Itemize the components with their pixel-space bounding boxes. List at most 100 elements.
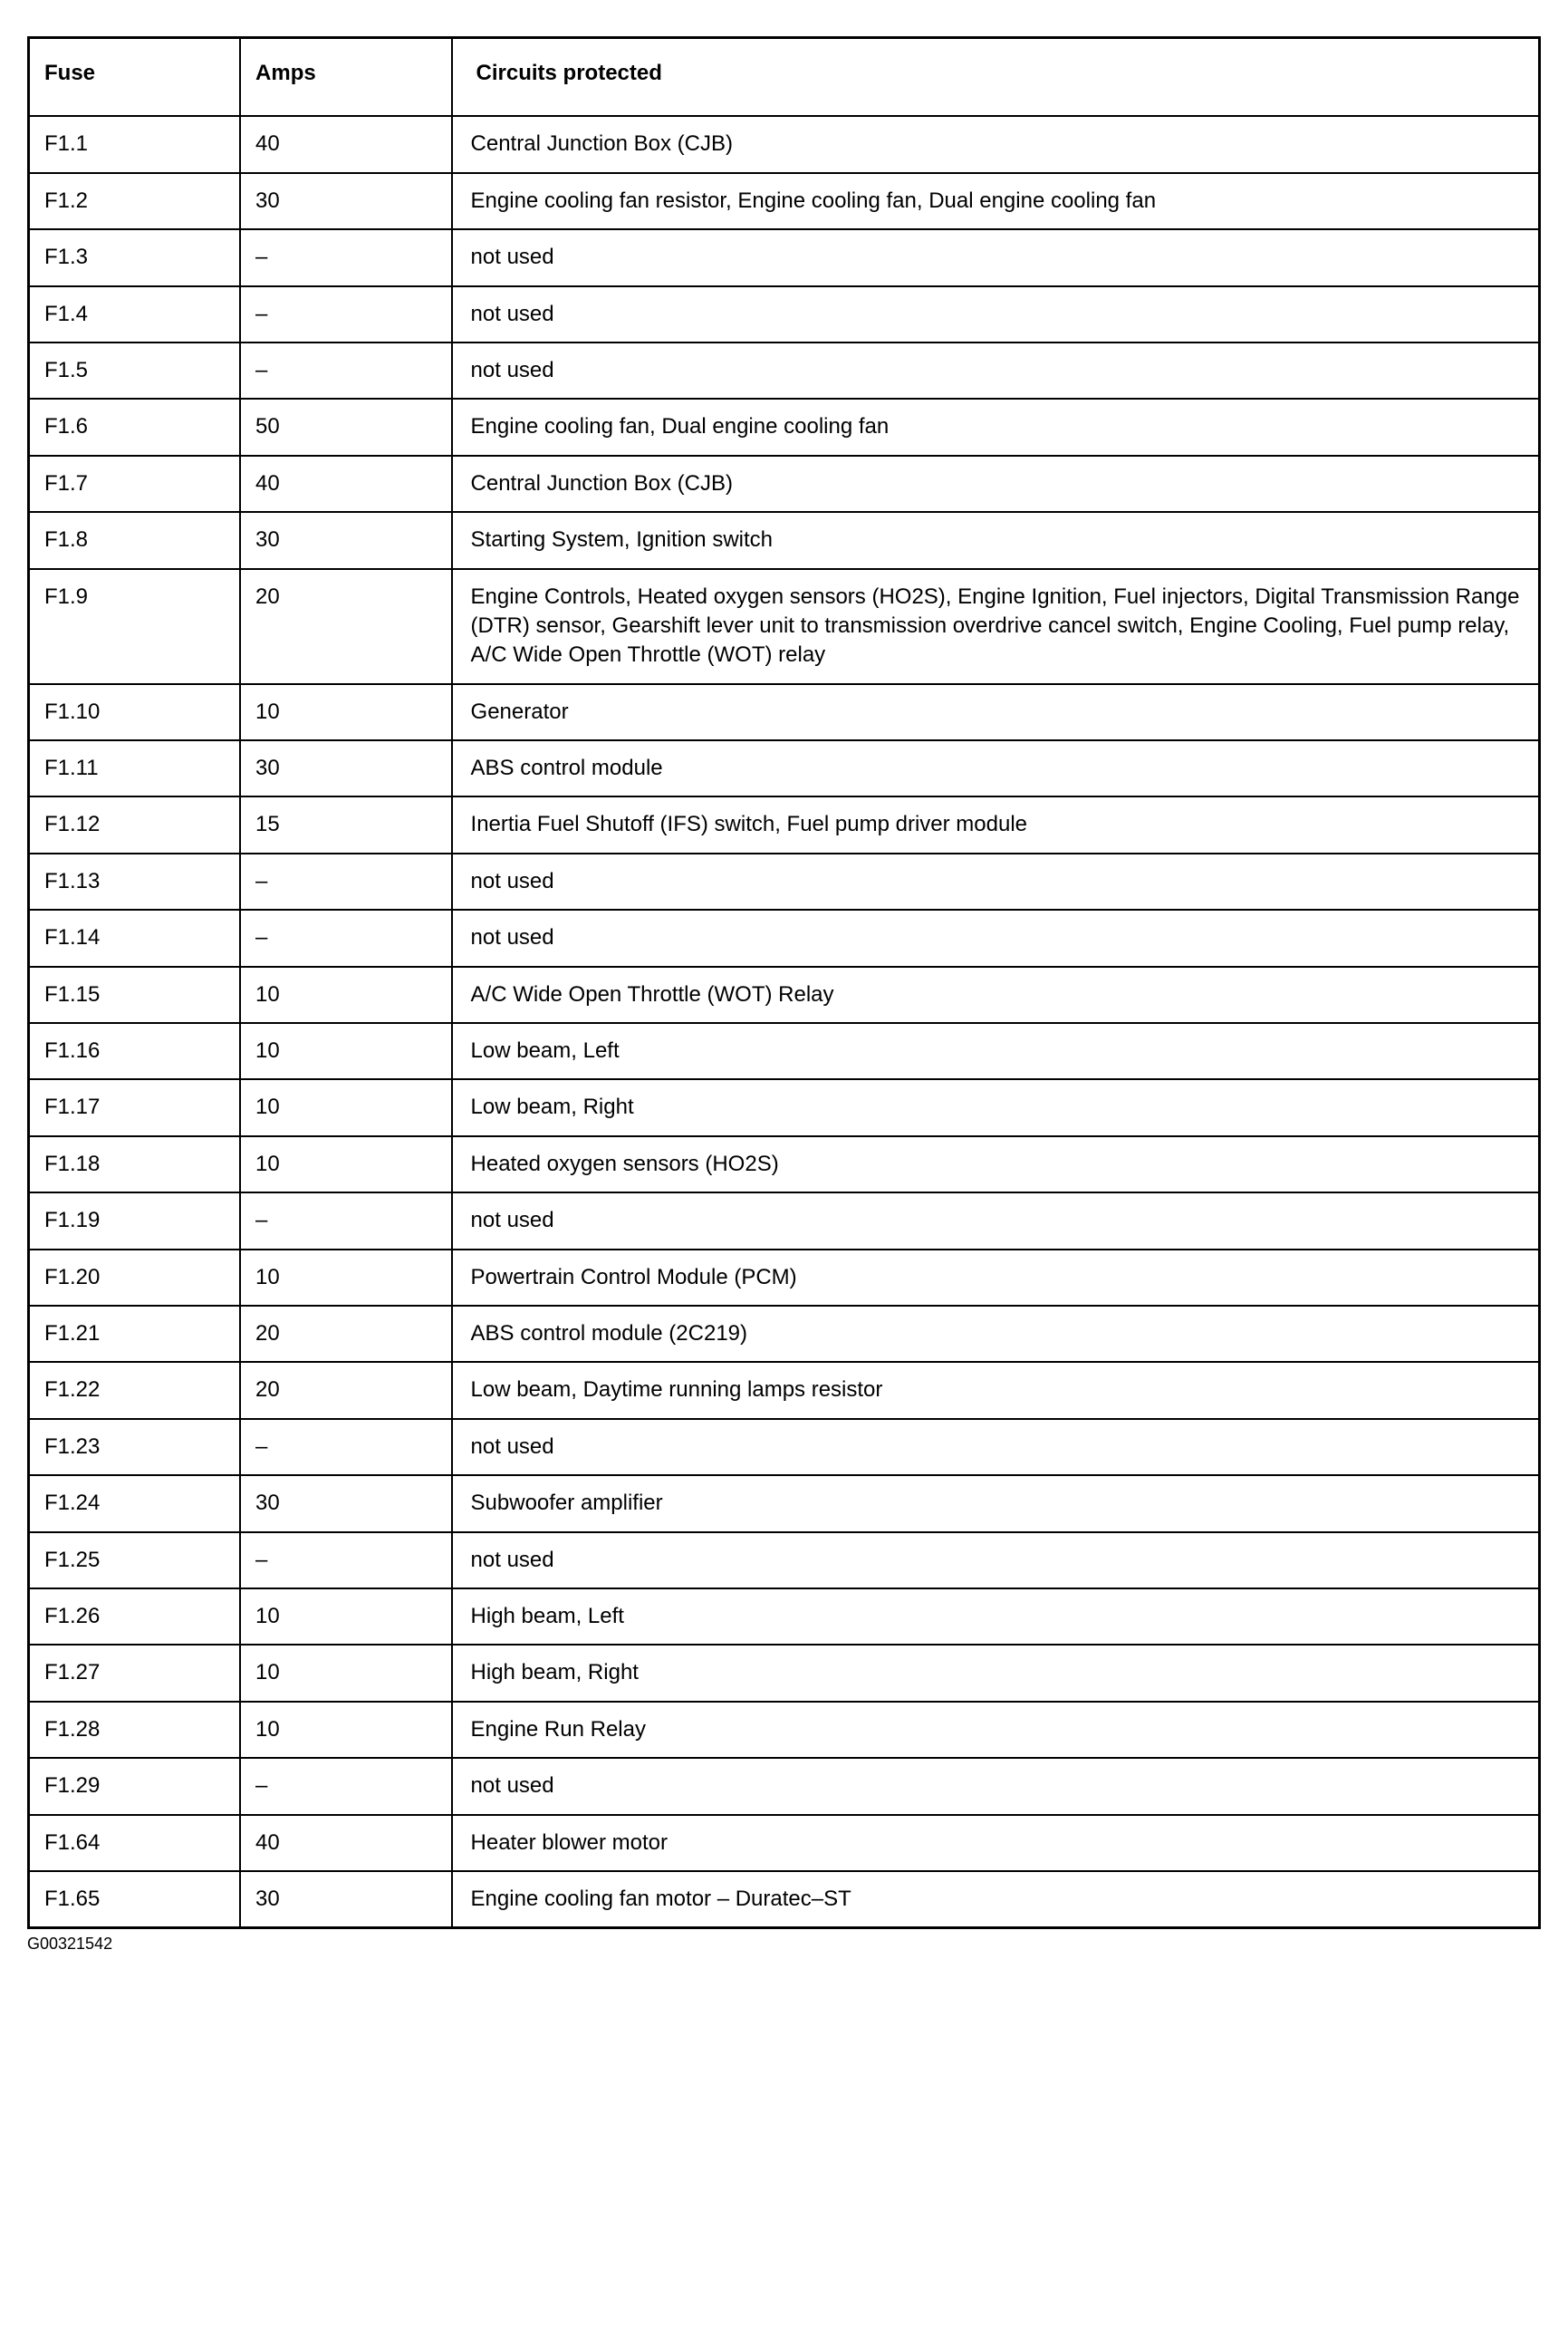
cell-amps: 20 xyxy=(240,569,452,684)
cell-circuits: not used xyxy=(452,229,1540,285)
footer-id: G00321542 xyxy=(27,1935,1541,1954)
cell-fuse: F1.3 xyxy=(29,229,241,285)
cell-circuits: Low beam, Daytime running lamps resistor xyxy=(452,1362,1540,1418)
table-row: F1.650Engine cooling fan, Dual engine co… xyxy=(29,399,1540,455)
cell-circuits: Engine cooling fan resistor, Engine cool… xyxy=(452,173,1540,229)
table-row: F1.19–not used xyxy=(29,1192,1540,1249)
cell-fuse: F1.64 xyxy=(29,1815,241,1871)
cell-fuse: F1.10 xyxy=(29,684,241,740)
table-row: F1.1510A/C Wide Open Throttle (WOT) Rela… xyxy=(29,967,1540,1023)
table-row: F1.3–not used xyxy=(29,229,1540,285)
table-header: Fuse Amps Circuits protected xyxy=(29,38,1540,117)
cell-circuits: Central Junction Box (CJB) xyxy=(452,116,1540,172)
table-row: F1.4–not used xyxy=(29,286,1540,343)
cell-circuits: not used xyxy=(452,1758,1540,1814)
cell-fuse: F1.6 xyxy=(29,399,241,455)
cell-fuse: F1.7 xyxy=(29,456,241,512)
table-row: F1.2710High beam, Right xyxy=(29,1645,1540,1701)
cell-fuse: F1.27 xyxy=(29,1645,241,1701)
cell-amps: 10 xyxy=(240,967,452,1023)
cell-amps: 10 xyxy=(240,1645,452,1701)
cell-circuits: ABS control module xyxy=(452,740,1540,796)
table-row: F1.920Engine Controls, Heated oxygen sen… xyxy=(29,569,1540,684)
table-body: F1.140Central Junction Box (CJB)F1.230En… xyxy=(29,116,1540,1927)
cell-fuse: F1.18 xyxy=(29,1136,241,1192)
cell-amps: 50 xyxy=(240,399,452,455)
cell-circuits: not used xyxy=(452,343,1540,399)
cell-fuse: F1.5 xyxy=(29,343,241,399)
cell-fuse: F1.23 xyxy=(29,1419,241,1475)
cell-amps: 10 xyxy=(240,1588,452,1645)
table-row: F1.2010Powertrain Control Module (PCM) xyxy=(29,1250,1540,1306)
cell-circuits: not used xyxy=(452,1192,1540,1249)
cell-fuse: F1.8 xyxy=(29,512,241,568)
cell-circuits: High beam, Right xyxy=(452,1645,1540,1701)
cell-circuits: Heater blower motor xyxy=(452,1815,1540,1871)
cell-amps: 10 xyxy=(240,1702,452,1758)
table-row: F1.1710Low beam, Right xyxy=(29,1079,1540,1135)
table-row: F1.1610Low beam, Left xyxy=(29,1023,1540,1079)
cell-circuits: not used xyxy=(452,854,1540,910)
cell-fuse: F1.15 xyxy=(29,967,241,1023)
table-row: F1.2220Low beam, Daytime running lamps r… xyxy=(29,1362,1540,1418)
cell-amps: 30 xyxy=(240,1871,452,1928)
cell-circuits: not used xyxy=(452,910,1540,966)
cell-circuits: Engine Controls, Heated oxygen sensors (… xyxy=(452,569,1540,684)
table-row: F1.2610High beam, Left xyxy=(29,1588,1540,1645)
cell-circuits: Engine cooling fan, Dual engine cooling … xyxy=(452,399,1540,455)
cell-amps: – xyxy=(240,854,452,910)
cell-amps: 10 xyxy=(240,1079,452,1135)
table-row: F1.25–not used xyxy=(29,1532,1540,1588)
cell-amps: – xyxy=(240,1532,452,1588)
cell-amps: 20 xyxy=(240,1362,452,1418)
cell-circuits: Low beam, Left xyxy=(452,1023,1540,1079)
table-row: F1.2120ABS control module (2C219) xyxy=(29,1306,1540,1362)
cell-amps: 20 xyxy=(240,1306,452,1362)
cell-fuse: F1.1 xyxy=(29,116,241,172)
cell-amps: 30 xyxy=(240,512,452,568)
cell-amps: – xyxy=(240,286,452,343)
table-row: F1.1810Heated oxygen sensors (HO2S) xyxy=(29,1136,1540,1192)
cell-circuits: Low beam, Right xyxy=(452,1079,1540,1135)
cell-circuits: Generator xyxy=(452,684,1540,740)
table-row: F1.1130ABS control module xyxy=(29,740,1540,796)
col-header-fuse: Fuse xyxy=(29,38,241,117)
cell-fuse: F1.24 xyxy=(29,1475,241,1531)
cell-amps: – xyxy=(240,229,452,285)
table-row: F1.2430Subwoofer amplifier xyxy=(29,1475,1540,1531)
cell-amps: – xyxy=(240,1419,452,1475)
table-row: F1.23–not used xyxy=(29,1419,1540,1475)
cell-circuits: Powertrain Control Module (PCM) xyxy=(452,1250,1540,1306)
cell-fuse: F1.25 xyxy=(29,1532,241,1588)
cell-amps: 30 xyxy=(240,740,452,796)
table-row: F1.1010Generator xyxy=(29,684,1540,740)
cell-amps: 15 xyxy=(240,796,452,853)
table-row: F1.14–not used xyxy=(29,910,1540,966)
cell-fuse: F1.20 xyxy=(29,1250,241,1306)
cell-circuits: Inertia Fuel Shutoff (IFS) switch, Fuel … xyxy=(452,796,1540,853)
cell-fuse: F1.2 xyxy=(29,173,241,229)
cell-fuse: F1.19 xyxy=(29,1192,241,1249)
cell-circuits: Engine cooling fan motor – Duratec–ST xyxy=(452,1871,1540,1928)
col-header-amps: Amps xyxy=(240,38,452,117)
cell-fuse: F1.11 xyxy=(29,740,241,796)
fuse-table: Fuse Amps Circuits protected F1.140Centr… xyxy=(27,36,1541,1929)
cell-circuits: Heated oxygen sensors (HO2S) xyxy=(452,1136,1540,1192)
cell-fuse: F1.28 xyxy=(29,1702,241,1758)
cell-circuits: Engine Run Relay xyxy=(452,1702,1540,1758)
table-row: F1.5–not used xyxy=(29,343,1540,399)
cell-circuits: Subwoofer amplifier xyxy=(452,1475,1540,1531)
table-row: F1.6530Engine cooling fan motor – Durate… xyxy=(29,1871,1540,1928)
cell-amps: – xyxy=(240,343,452,399)
cell-amps: 10 xyxy=(240,1023,452,1079)
cell-circuits: Starting System, Ignition switch xyxy=(452,512,1540,568)
cell-amps: 10 xyxy=(240,1136,452,1192)
cell-fuse: F1.13 xyxy=(29,854,241,910)
table-row: F1.1215Inertia Fuel Shutoff (IFS) switch… xyxy=(29,796,1540,853)
cell-circuits: not used xyxy=(452,1532,1540,1588)
table-row: F1.2810Engine Run Relay xyxy=(29,1702,1540,1758)
table-row: F1.13–not used xyxy=(29,854,1540,910)
cell-fuse: F1.22 xyxy=(29,1362,241,1418)
cell-fuse: F1.26 xyxy=(29,1588,241,1645)
cell-amps: 40 xyxy=(240,116,452,172)
